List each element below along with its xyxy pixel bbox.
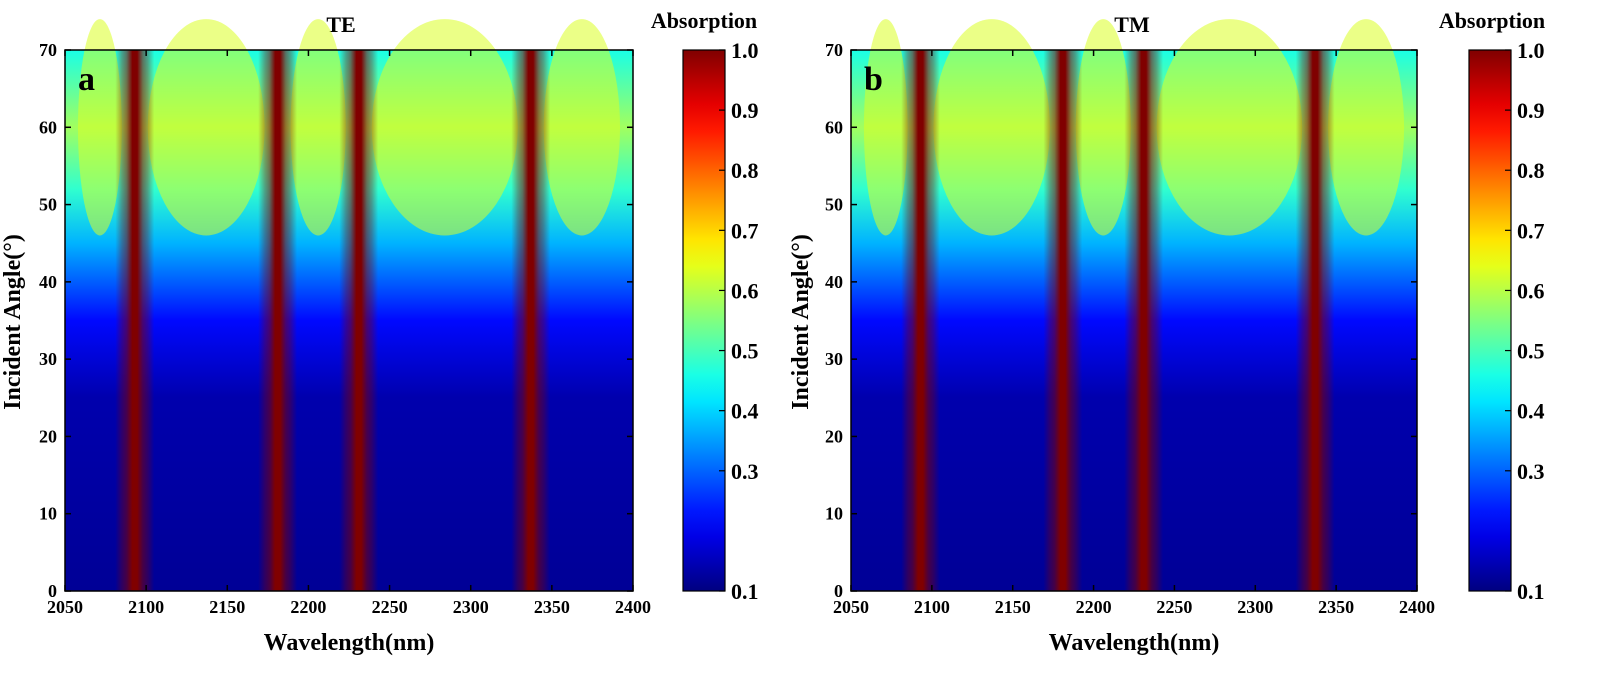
panel-b: TM Absorption Wavelength(nm) Incident An… xyxy=(788,8,1545,656)
y-tick-label: 30 xyxy=(825,349,843,369)
y-tick-label: 50 xyxy=(825,195,843,215)
colorbar-tick-label: 0.8 xyxy=(731,158,759,183)
x-tick-label: 2350 xyxy=(534,597,570,617)
y-tick-label: 40 xyxy=(39,272,57,292)
colorbar-tick-label: 0.6 xyxy=(731,278,759,303)
plot-frame xyxy=(850,49,1418,592)
y-axis-title: Incident Angle(°) xyxy=(788,234,814,410)
panel-letter: b xyxy=(864,61,883,98)
colorbar-tick-label: 0.7 xyxy=(1517,218,1545,243)
x-tick-label: 2350 xyxy=(1318,597,1354,617)
y-tick-label: 60 xyxy=(39,117,57,137)
heatmap-peaks xyxy=(65,50,633,591)
colorbar-tick-label: 0.7 xyxy=(731,218,759,243)
colorbar-title: Absorption xyxy=(651,8,757,33)
x-tick-label: 2100 xyxy=(914,597,950,617)
y-tick-label: 70 xyxy=(39,40,57,60)
colorbar xyxy=(682,49,726,592)
colorbar-tick-label: 1.0 xyxy=(1517,38,1545,63)
y-tick-label: 0 xyxy=(834,581,843,601)
panel-a: TE Absorption Wavelength(nm) Incident An… xyxy=(0,8,759,656)
colorbar-tick-label: 0.3 xyxy=(1517,459,1545,484)
x-axis-title: Wavelength(nm) xyxy=(1049,630,1220,656)
x-tick-label: 2050 xyxy=(833,597,869,617)
resonance-peak-line xyxy=(1141,50,1147,591)
colorbar-tick-label: 0.4 xyxy=(731,399,759,424)
colorbar-tick-label: 0.8 xyxy=(1517,158,1545,183)
colorbar-tick-label: 0.1 xyxy=(1517,579,1545,604)
x-axis-title: Wavelength(nm) xyxy=(264,630,435,656)
colorbar-tick-label: 0.9 xyxy=(731,98,759,123)
y-tick-label: 30 xyxy=(39,349,57,369)
x-tick-label: 2250 xyxy=(372,597,408,617)
heatmap-peaks xyxy=(851,50,1417,591)
colorbar-tick-label: 0.4 xyxy=(1517,399,1545,424)
resonance-peak-line xyxy=(918,50,924,591)
x-tick-label: 2300 xyxy=(1237,597,1273,617)
x-tick-label: 2050 xyxy=(47,597,83,617)
y-axis-title: Incident Angle(°) xyxy=(0,234,26,410)
y-tick-label: 60 xyxy=(825,117,843,137)
x-tick-label: 2200 xyxy=(290,597,326,617)
colorbar-tick-label: 0.9 xyxy=(1517,98,1545,123)
y-tick-label: 40 xyxy=(825,272,843,292)
colorbar-tick-label: 0.5 xyxy=(1517,339,1545,364)
resonance-peak-line xyxy=(132,50,138,591)
colorbar-title: Absorption xyxy=(1439,8,1545,33)
resonance-peak-line xyxy=(528,50,534,591)
x-tick-label: 2150 xyxy=(209,597,245,617)
colorbar-tick-label: 0.5 xyxy=(731,339,759,364)
x-tick-label: 2150 xyxy=(995,597,1031,617)
resonance-peak-line xyxy=(1060,50,1066,591)
colorbar-tick-label: 0.6 xyxy=(1517,278,1545,303)
y-tick-label: 20 xyxy=(825,426,843,446)
x-tick-label: 2300 xyxy=(453,597,489,617)
y-tick-label: 70 xyxy=(825,40,843,60)
y-tick-label: 10 xyxy=(39,504,57,524)
colorbar xyxy=(1468,49,1512,592)
y-tick-label: 10 xyxy=(825,504,843,524)
y-tick-label: 20 xyxy=(39,426,57,446)
panel-letter: a xyxy=(78,61,95,98)
resonance-peak-line xyxy=(1312,50,1318,591)
x-tick-label: 2250 xyxy=(1156,597,1192,617)
colorbar-tick-label: 0.1 xyxy=(731,579,759,604)
resonance-peak-line xyxy=(356,50,362,591)
y-tick-label: 0 xyxy=(48,581,57,601)
plot-frame xyxy=(64,49,634,592)
colorbar-tick-label: 0.3 xyxy=(731,459,759,484)
y-tick-label: 50 xyxy=(39,195,57,215)
panel-title: TM xyxy=(1114,12,1150,37)
x-tick-label: 2400 xyxy=(615,597,651,617)
x-tick-label: 2200 xyxy=(1076,597,1112,617)
colorbar-tick-label: 1.0 xyxy=(731,38,759,63)
x-tick-label: 2100 xyxy=(128,597,164,617)
resonance-peak-line xyxy=(275,50,281,591)
x-tick-label: 2400 xyxy=(1399,597,1435,617)
